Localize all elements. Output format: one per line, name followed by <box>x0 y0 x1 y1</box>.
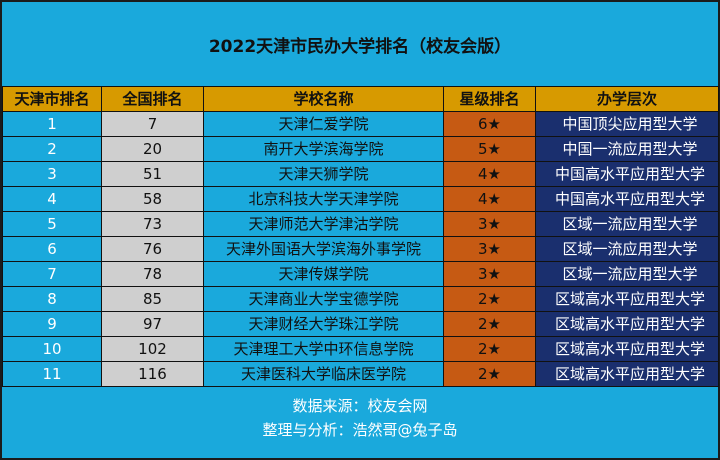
cell-school-level: 区域高水平应用型大学 <box>535 336 719 362</box>
table-row: 2 20 南开大学滨海学院 5★ 中国一流应用型大学 <box>2 136 719 162</box>
cell-city-rank: 8 <box>2 286 102 312</box>
cell-city-rank: 9 <box>2 311 102 337</box>
cell-star-rank: 2★ <box>443 311 536 337</box>
cell-national-rank: 73 <box>101 211 204 237</box>
cell-national-rank: 97 <box>101 311 204 337</box>
cell-school-level: 区域高水平应用型大学 <box>535 361 719 387</box>
table-row: 7 78 天津传媒学院 3★ 区域一流应用型大学 <box>2 261 719 287</box>
cell-school-name: 北京科技大学天津学院 <box>203 186 444 212</box>
cell-school-level: 中国顶尖应用型大学 <box>535 111 719 137</box>
table-row: 5 73 天津师范大学津沽学院 3★ 区域一流应用型大学 <box>2 211 719 237</box>
credit-note: 整理与分析：浩然哥@兔子岛 <box>262 421 458 439</box>
cell-city-rank: 7 <box>2 261 102 287</box>
page-title: 2022天津市民办大学排名（校友会版） <box>208 36 512 57</box>
cell-star-rank: 4★ <box>443 186 536 212</box>
cell-school-level: 中国高水平应用型大学 <box>535 186 719 212</box>
cell-national-rank: 76 <box>101 236 204 262</box>
cell-star-rank: 3★ <box>443 261 536 287</box>
cell-national-rank: 7 <box>101 111 204 137</box>
cell-star-rank: 4★ <box>443 161 536 187</box>
cell-school-name: 天津师范大学津沽学院 <box>203 211 444 237</box>
table-row: 4 58 北京科技大学天津学院 4★ 中国高水平应用型大学 <box>2 186 719 212</box>
cell-school-level: 中国高水平应用型大学 <box>535 161 719 187</box>
cell-school-name: 天津财经大学珠江学院 <box>203 311 444 337</box>
table-row: 1 7 天津仁爱学院 6★ 中国顶尖应用型大学 <box>2 111 719 137</box>
cell-city-rank: 6 <box>2 236 102 262</box>
cell-star-rank: 2★ <box>443 286 536 312</box>
table-row: 11 116 天津医科大学临床医学院 2★ 区域高水平应用型大学 <box>2 361 719 387</box>
header-city-rank: 天津市排名 <box>2 86 102 112</box>
header-star-rank: 星级排名 <box>443 86 536 112</box>
cell-star-rank: 2★ <box>443 361 536 387</box>
cell-national-rank: 20 <box>101 136 204 162</box>
cell-school-level: 区域高水平应用型大学 <box>535 286 719 312</box>
cell-star-rank: 2★ <box>443 336 536 362</box>
header-school-level: 办学层次 <box>535 86 719 112</box>
cell-national-rank: 78 <box>101 261 204 287</box>
cell-school-name: 天津理工大学中环信息学院 <box>203 336 444 362</box>
cell-city-rank: 1 <box>2 111 102 137</box>
data-source-note: 数据来源：校友会网 <box>292 397 428 415</box>
cell-national-rank: 85 <box>101 286 204 312</box>
table-row: 8 85 天津商业大学宝德学院 2★ 区域高水平应用型大学 <box>2 286 719 312</box>
cell-school-name: 天津仁爱学院 <box>203 111 444 137</box>
cell-school-level: 区域一流应用型大学 <box>535 261 719 287</box>
table-row: 10 102 天津理工大学中环信息学院 2★ 区域高水平应用型大学 <box>2 336 719 362</box>
header-row: 天津市排名 全国排名 学校名称 星级排名 办学层次 <box>2 86 719 112</box>
cell-school-name: 南开大学滨海学院 <box>203 136 444 162</box>
cell-national-rank: 102 <box>101 336 204 362</box>
cell-city-rank: 2 <box>2 136 102 162</box>
cell-city-rank: 5 <box>2 211 102 237</box>
table-row: 9 97 天津财经大学珠江学院 2★ 区域高水平应用型大学 <box>2 311 719 337</box>
cell-school-name: 天津天狮学院 <box>203 161 444 187</box>
cell-city-rank: 10 <box>2 336 102 362</box>
cell-star-rank: 6★ <box>443 111 536 137</box>
cell-school-name: 天津医科大学临床医学院 <box>203 361 444 387</box>
cell-city-rank: 4 <box>2 186 102 212</box>
cell-national-rank: 58 <box>101 186 204 212</box>
header-school-name: 学校名称 <box>203 86 444 112</box>
header-national-rank: 全国排名 <box>101 86 204 112</box>
table-row: 3 51 天津天狮学院 4★ 中国高水平应用型大学 <box>2 161 719 187</box>
cell-school-name: 天津商业大学宝德学院 <box>203 286 444 312</box>
ranking-table: 天津市排名 全国排名 学校名称 星级排名 办学层次 1 7 天津仁爱学院 6★ 中国顶尖… <box>2 86 719 387</box>
cell-school-level: 区域高水平应用型大学 <box>535 311 719 337</box>
cell-star-rank: 5★ <box>443 136 536 162</box>
cell-star-rank: 3★ <box>443 211 536 237</box>
cell-school-name: 天津传媒学院 <box>203 261 444 287</box>
cell-city-rank: 3 <box>2 161 102 187</box>
cell-school-level: 区域一流应用型大学 <box>535 236 719 262</box>
cell-school-level: 中国一流应用型大学 <box>535 136 719 162</box>
cell-national-rank: 51 <box>101 161 204 187</box>
cell-star-rank: 3★ <box>443 236 536 262</box>
cell-city-rank: 11 <box>2 361 102 387</box>
cell-national-rank: 116 <box>101 361 204 387</box>
cell-school-level: 区域一流应用型大学 <box>535 211 719 237</box>
footer: 数据来源：校友会网 整理与分析：浩然哥@兔子岛 <box>2 394 718 442</box>
ranking-table-body: 1 7 天津仁爱学院 6★ 中国顶尖应用型大学 2 20 南开大学滨海学院 5★ 中国一流应用型大… <box>2 111 719 387</box>
cell-school-name: 天津外国语大学滨海外事学院 <box>203 236 444 262</box>
table-row: 6 76 天津外国语大学滨海外事学院 3★ 区域一流应用型大学 <box>2 236 719 262</box>
